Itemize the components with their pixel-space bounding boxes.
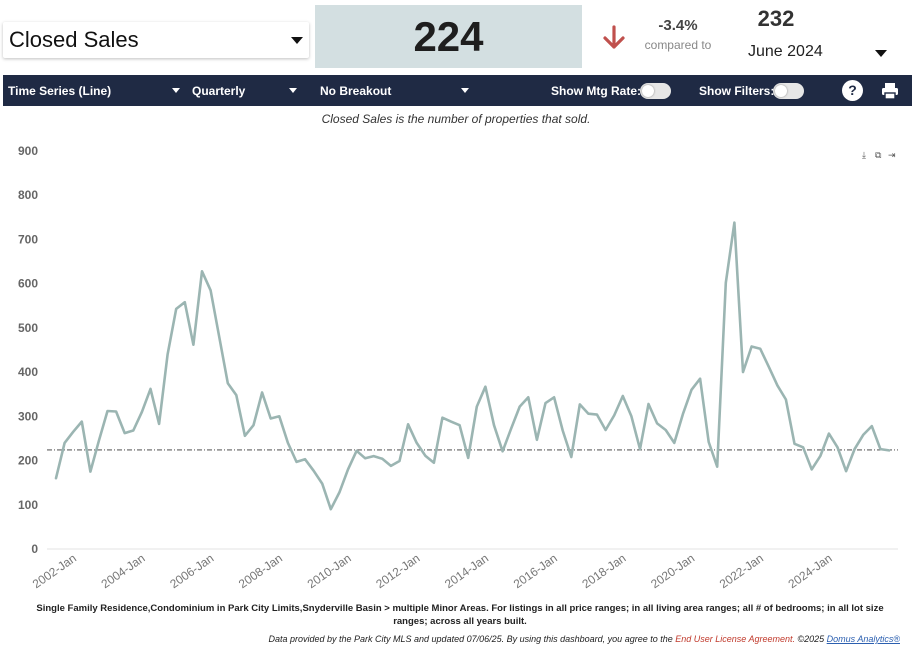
chart-type-label: Time Series (Line) xyxy=(8,83,112,98)
filters-toggle[interactable] xyxy=(773,83,804,99)
export-icon[interactable]: ⇥ xyxy=(888,150,896,160)
x-tick-label: 2022-Jan xyxy=(717,551,766,591)
y-tick-label: 900 xyxy=(18,144,38,158)
y-axis-ticks: 0 100 200 300 400 500 600 700 800 900 xyxy=(18,144,38,556)
compared-label: compared to xyxy=(644,38,712,52)
x-tick-label: 2014-Jan xyxy=(442,551,491,591)
mtg-rate-toggle[interactable] xyxy=(640,83,671,99)
copyright: ©2025 xyxy=(797,634,825,644)
brand-link[interactable]: Domus Analytics® xyxy=(826,634,900,644)
x-tick-label: 2016-Jan xyxy=(511,551,560,591)
metric-select-label: Closed Sales xyxy=(9,27,139,52)
x-axis-ticks: 2002-Jan 2004-Jan 2006-Jan 2008-Jan 2010-Jan… xyxy=(30,551,835,591)
x-tick-label: 2020-Jan xyxy=(648,551,697,591)
kpi-value-box: 224 xyxy=(315,5,582,68)
chevron-down-icon xyxy=(461,88,469,93)
credits: Data provided by the Park City MLS and u… xyxy=(268,634,900,644)
y-tick-label: 800 xyxy=(18,188,38,202)
y-tick-label: 200 xyxy=(18,454,38,468)
x-tick-label: 2010-Jan xyxy=(305,551,354,591)
print-icon[interactable] xyxy=(881,82,899,100)
kpi-change: -3.4% xyxy=(658,17,698,34)
series-line xyxy=(54,221,891,511)
y-tick-label: 300 xyxy=(18,409,38,423)
x-tick-label: 2008-Jan xyxy=(236,551,285,591)
kpi-value: 224 xyxy=(413,12,484,60)
filters-label: Show Filters: xyxy=(699,83,775,98)
y-tick-label: 700 xyxy=(18,232,38,246)
x-tick-label: 2012-Jan xyxy=(373,551,422,591)
eula-link[interactable]: End User License Agreement. xyxy=(675,634,795,644)
metric-description: Closed Sales is the number of properties… xyxy=(321,112,591,126)
toolbar: Time Series (Line) Quarterly No Breakout… xyxy=(3,75,912,106)
interval-select[interactable]: Quarterly xyxy=(192,75,297,106)
arrow-down-icon xyxy=(603,25,625,49)
help-icon[interactable]: ? xyxy=(842,80,863,101)
x-tick-label: 2006-Jan xyxy=(167,551,216,591)
download-icon[interactable]: ⤓ xyxy=(862,150,866,160)
y-tick-label: 400 xyxy=(18,365,38,379)
y-tick-label: 0 xyxy=(31,542,38,556)
y-tick-label: 600 xyxy=(18,277,38,291)
x-tick-label: 2004-Jan xyxy=(99,551,148,591)
interval-label: Quarterly xyxy=(192,83,246,98)
y-tick-label: 100 xyxy=(18,498,38,512)
chart-export-tools: ⤓ ⧉ ⇥ xyxy=(862,151,897,160)
x-tick-label: 2024-Jan xyxy=(786,551,835,591)
y-tick-label: 500 xyxy=(18,321,38,335)
compare-value: 232 xyxy=(757,6,795,31)
breakout-label: No Breakout xyxy=(320,83,392,98)
chevron-down-icon xyxy=(172,88,180,93)
filter-footnote: Single Family Residence,Condominium in P… xyxy=(36,603,884,627)
copy-icon[interactable]: ⧉ xyxy=(875,150,882,160)
mtg-rate-label: Show Mtg Rate: xyxy=(551,83,641,98)
breakout-select[interactable]: No Breakout xyxy=(320,75,469,106)
chevron-down-icon xyxy=(289,88,297,93)
metric-select[interactable]: Closed Sales xyxy=(3,22,309,58)
compare-period-select[interactable]: June 2024 xyxy=(748,43,823,60)
x-tick-label: 2002-Jan xyxy=(30,551,79,591)
chevron-down-icon[interactable] xyxy=(875,50,887,57)
credits-text: Data provided by the Park City MLS and u… xyxy=(268,634,673,644)
chart-type-select[interactable]: Time Series (Line) xyxy=(8,75,180,106)
x-tick-label: 2018-Jan xyxy=(579,551,628,591)
chevron-down-icon[interactable] xyxy=(291,36,303,44)
